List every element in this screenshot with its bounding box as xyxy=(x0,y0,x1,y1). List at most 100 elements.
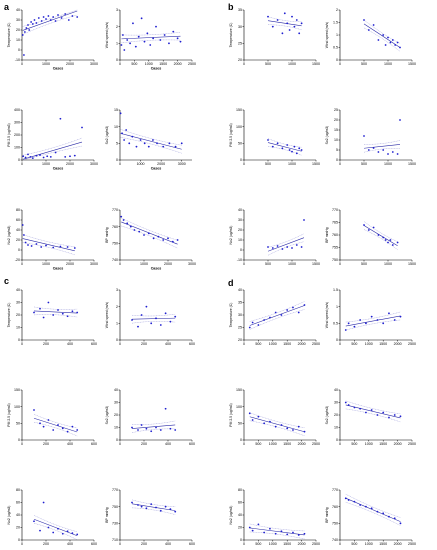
y-tick-label: 50 xyxy=(238,142,242,146)
y-tick-label: 1 xyxy=(116,322,118,326)
x-tick-label: 0 xyxy=(119,262,121,266)
confidence-band-upper xyxy=(121,31,181,36)
y-tick-label: 10 xyxy=(114,426,118,430)
data-point xyxy=(71,532,74,535)
x-tick-label: 1500 xyxy=(379,442,387,446)
data-point xyxy=(365,322,367,325)
confidence-band-lower xyxy=(267,241,305,256)
data-point xyxy=(248,412,251,415)
data-point xyxy=(164,312,167,315)
y-tick-label: 10 xyxy=(334,138,338,142)
confidence-band-lower xyxy=(363,229,398,250)
data-point xyxy=(396,241,399,244)
y-axis-label: Temperature (C) xyxy=(229,23,233,48)
data-point xyxy=(169,508,172,511)
plot-a-6: 740 750 760 770 0 1000 2000 3000 Cases BP mmHg xyxy=(105,208,196,270)
plot-d-1: 20 25 30 35 40 0 500 1000 1500 2000 2500 Temperatur… xyxy=(229,288,320,346)
y-tick-label: 5 xyxy=(116,142,118,146)
regression-line xyxy=(131,424,176,429)
data-point xyxy=(376,510,379,513)
confidence-band-lower xyxy=(131,428,176,433)
data-point xyxy=(66,530,69,533)
data-point xyxy=(269,420,271,423)
y-axis-label: So2 (ug/m3) xyxy=(105,126,109,145)
x-tick-label: 500 xyxy=(351,442,357,446)
data-point xyxy=(303,304,306,306)
data-point xyxy=(52,16,55,18)
x-tick-label: 2000 xyxy=(394,542,402,546)
x-tick-label: 0 xyxy=(243,342,245,346)
data-point xyxy=(263,422,266,425)
data-point xyxy=(286,427,289,430)
data-point xyxy=(399,522,402,525)
data-point xyxy=(25,27,28,29)
regression-line xyxy=(120,133,182,150)
data-point xyxy=(372,147,375,149)
data-point xyxy=(47,301,50,304)
data-point xyxy=(257,324,260,326)
x-tick-label: 2000 xyxy=(66,262,74,266)
data-point xyxy=(274,425,277,428)
data-point xyxy=(269,527,271,530)
y-tick-label: 80 xyxy=(16,208,20,212)
data-point xyxy=(27,244,29,246)
data-point xyxy=(257,415,260,418)
data-point xyxy=(274,311,277,314)
y-tick-label: 10 xyxy=(114,125,118,129)
y-tick-label: 750 xyxy=(332,522,338,526)
data-point xyxy=(123,139,126,141)
y-tick-label: 1.5 xyxy=(333,288,338,292)
data-point xyxy=(303,430,306,433)
y-tick-label: 20 xyxy=(16,238,20,242)
data-point xyxy=(125,129,128,131)
x-tick-label: 0 xyxy=(21,62,23,66)
data-point xyxy=(23,54,25,56)
data-point xyxy=(23,31,26,33)
y-axis-label: No2 (ug/m3) xyxy=(7,506,11,525)
x-tick-label: 0 xyxy=(339,542,341,546)
data-point xyxy=(176,37,179,40)
x-tick-label: 400 xyxy=(165,442,171,446)
data-point xyxy=(42,425,45,428)
y-tick-label: 15 xyxy=(114,108,118,112)
x-tick-label: 500 xyxy=(361,162,367,166)
y-tick-label: 2 xyxy=(116,25,118,29)
data-point xyxy=(297,311,300,314)
data-point xyxy=(288,149,291,151)
data-point xyxy=(126,39,129,41)
data-point xyxy=(121,34,124,36)
plot-b-2: 0 0.5 1 1.5 2 0 500 1000 1500 Wind speed (m/s) xyxy=(325,8,416,66)
y-tick-label: 0 xyxy=(116,158,118,162)
x-tick-label: 200 xyxy=(141,342,147,346)
data-point xyxy=(363,19,365,21)
y-axis-label: PM 2.5 (ug/m3) xyxy=(7,123,11,146)
x-tick-label: 400 xyxy=(67,342,73,346)
x-tick-label: 2000 xyxy=(298,442,306,446)
data-point xyxy=(57,527,59,530)
x-tick-label: 500 xyxy=(255,542,261,546)
y-tick-label: 40 xyxy=(334,388,338,392)
y-tick-label: -10 xyxy=(237,258,242,262)
y-tick-label: -20 xyxy=(15,258,20,262)
x-tick-label: 1500 xyxy=(379,542,387,546)
data-point xyxy=(372,226,375,229)
x-tick-label: 2000 xyxy=(298,342,306,346)
plot-c-3: 0 50 100 150 0 200 400 600 PM 2.5 (ug/m3) xyxy=(7,388,97,446)
y-tick-label: 0 xyxy=(18,158,20,162)
x-tick-label: 1500 xyxy=(159,62,167,66)
confidence-band-upper xyxy=(120,129,182,146)
data-point xyxy=(377,39,380,41)
data-point xyxy=(396,153,399,155)
data-point xyxy=(300,246,303,248)
data-point xyxy=(382,149,385,151)
data-point xyxy=(138,230,141,233)
x-tick-label: 1500 xyxy=(312,262,320,266)
y-tick-label: 0 xyxy=(240,158,242,162)
data-point xyxy=(274,532,277,535)
x-tick-label: 0 xyxy=(339,442,341,446)
confidence-band-lower xyxy=(249,531,305,540)
y-tick-label: 20 xyxy=(334,118,338,122)
plot-d-5: 0 20 40 60 80 0 500 1000 1500 2000 2500 No2 (ug/m3) xyxy=(229,488,320,546)
